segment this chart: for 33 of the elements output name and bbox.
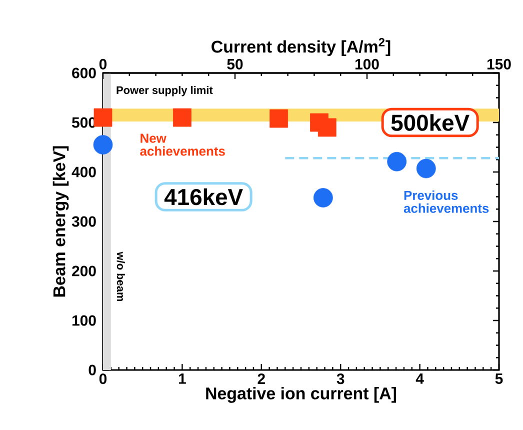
y-axis-title: Beam energy [keV] — [52, 146, 69, 297]
x-tick-label: 5 — [495, 374, 503, 384]
y-tick-label: 300 — [72, 216, 96, 227]
x2-axis-title: Current density [A/m$^{2}$] — [212, 38, 390, 56]
series-label: Previous achievements — [404, 190, 489, 213]
x2-tick-label: 0 — [99, 58, 107, 70]
x-tick-label: 1 — [178, 374, 186, 384]
point — [387, 152, 407, 172]
x-tick-label: 0 — [99, 374, 107, 384]
y-tick-label: 0 — [88, 364, 96, 376]
point — [94, 108, 112, 127]
point — [416, 158, 436, 178]
x2-tick-label: 100 — [355, 58, 379, 70]
y-tick-label: 400 — [72, 166, 96, 178]
x2-tick-label: 150 — [487, 58, 511, 70]
point — [313, 188, 333, 208]
x-axis-title: Negative ion current [A] — [206, 386, 396, 403]
y-tick-label: 100 — [72, 315, 96, 326]
y-tick-label: 200 — [72, 266, 96, 276]
x-tick-label: 3 — [336, 374, 344, 384]
series-label: New achievements — [140, 134, 225, 156]
band-label: Power supply limit — [116, 86, 213, 96]
x-tick-label: 4 — [416, 374, 424, 384]
point — [173, 108, 192, 127]
y-tick-label: 600 — [72, 68, 96, 78]
point — [270, 109, 288, 128]
annotation: 416keV — [164, 188, 243, 206]
x-tick-label: 2 — [258, 374, 265, 384]
point — [93, 135, 113, 154]
band-label: w/o beam — [116, 252, 125, 301]
point — [318, 118, 336, 137]
annotation: 500keV — [391, 114, 470, 131]
x2-tick-label: 50 — [227, 58, 243, 70]
